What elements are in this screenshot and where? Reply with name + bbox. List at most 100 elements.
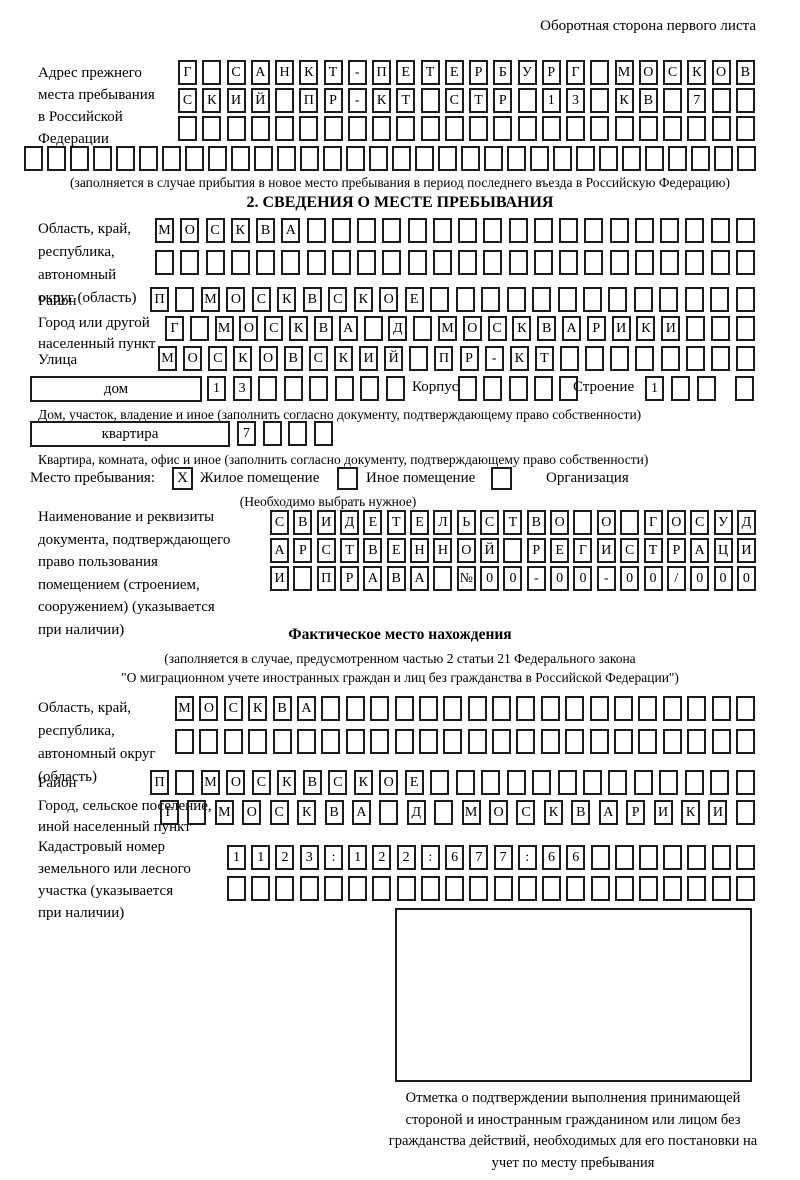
char-box[interactable]: В bbox=[302, 770, 322, 795]
char-box[interactable]: А bbox=[270, 538, 289, 563]
char-box[interactable] bbox=[638, 116, 658, 141]
char-box[interactable] bbox=[590, 60, 610, 85]
char-box[interactable] bbox=[372, 876, 392, 901]
char-box[interactable]: Б bbox=[493, 60, 513, 85]
char-box[interactable]: И bbox=[661, 316, 681, 341]
char-box[interactable]: В bbox=[283, 346, 303, 371]
char-box[interactable]: О bbox=[456, 538, 476, 563]
char-box[interactable] bbox=[608, 287, 628, 312]
char-box[interactable]: Т bbox=[469, 88, 488, 113]
char-box[interactable] bbox=[347, 116, 367, 141]
char-box[interactable] bbox=[687, 696, 707, 721]
char-box[interactable] bbox=[346, 146, 365, 171]
char-box[interactable] bbox=[660, 250, 679, 275]
char-box[interactable] bbox=[396, 876, 416, 901]
char-box[interactable] bbox=[415, 146, 434, 171]
char-box[interactable]: А bbox=[363, 566, 383, 591]
char-box[interactable] bbox=[710, 346, 730, 371]
char-box[interactable]: В bbox=[537, 316, 557, 341]
char-box[interactable]: / bbox=[666, 566, 686, 591]
char-box[interactable] bbox=[407, 250, 427, 275]
char-box[interactable]: П bbox=[372, 60, 391, 85]
char-box[interactable] bbox=[685, 250, 705, 275]
char-box[interactable] bbox=[430, 287, 450, 312]
char-box[interactable] bbox=[175, 729, 194, 754]
char-box[interactable] bbox=[306, 218, 326, 243]
char-box[interactable]: О bbox=[379, 287, 399, 312]
char-box[interactable]: Н bbox=[410, 538, 430, 563]
char-box[interactable] bbox=[178, 116, 197, 141]
char-box[interactable] bbox=[507, 146, 526, 171]
char-box[interactable] bbox=[309, 376, 329, 401]
char-box[interactable]: В bbox=[526, 510, 546, 535]
char-box[interactable]: К bbox=[372, 88, 391, 113]
char-box[interactable] bbox=[413, 316, 433, 341]
char-box[interactable]: К bbox=[681, 800, 701, 825]
char-box[interactable]: 0 bbox=[573, 566, 593, 591]
char-box[interactable]: 7 bbox=[493, 845, 513, 870]
char-box[interactable]: Д bbox=[736, 510, 756, 535]
char-box[interactable] bbox=[684, 287, 704, 312]
char-box[interactable]: П bbox=[299, 88, 319, 113]
char-box[interactable] bbox=[250, 116, 270, 141]
char-box[interactable]: К bbox=[333, 346, 353, 371]
char-box[interactable]: В bbox=[638, 88, 658, 113]
char-box[interactable] bbox=[540, 696, 560, 721]
char-box[interactable] bbox=[227, 876, 246, 901]
char-box[interactable]: С bbox=[690, 510, 710, 535]
char-box[interactable] bbox=[492, 696, 512, 721]
char-box[interactable]: Т bbox=[340, 538, 360, 563]
char-box[interactable] bbox=[321, 696, 341, 721]
char-box[interactable]: - bbox=[347, 60, 367, 85]
char-box[interactable]: 3 bbox=[299, 845, 319, 870]
char-box[interactable] bbox=[420, 88, 440, 113]
char-box[interactable]: М bbox=[175, 696, 194, 721]
char-box[interactable] bbox=[116, 146, 135, 171]
char-box[interactable] bbox=[614, 876, 634, 901]
char-box[interactable] bbox=[394, 729, 414, 754]
stay-checkbox-organization[interactable] bbox=[491, 467, 512, 490]
char-box[interactable] bbox=[560, 346, 579, 371]
char-box[interactable]: Е bbox=[386, 538, 406, 563]
char-box[interactable]: В bbox=[571, 800, 591, 825]
char-box[interactable] bbox=[710, 287, 730, 312]
char-box[interactable] bbox=[199, 729, 219, 754]
char-box[interactable] bbox=[687, 729, 707, 754]
char-box[interactable] bbox=[493, 876, 513, 901]
char-box[interactable] bbox=[430, 770, 450, 795]
char-box[interactable]: О bbox=[489, 800, 509, 825]
char-box[interactable] bbox=[735, 218, 755, 243]
char-box[interactable] bbox=[559, 376, 578, 401]
char-box[interactable]: М bbox=[614, 60, 634, 85]
char-box[interactable] bbox=[614, 729, 634, 754]
char-box[interactable]: Ц bbox=[713, 538, 733, 563]
char-box[interactable] bbox=[348, 876, 368, 901]
char-box[interactable]: А bbox=[338, 316, 358, 341]
char-box[interactable] bbox=[638, 845, 658, 870]
char-box[interactable] bbox=[254, 146, 273, 171]
char-box[interactable] bbox=[557, 287, 577, 312]
char-box[interactable]: И bbox=[226, 88, 246, 113]
char-box[interactable]: С bbox=[178, 88, 197, 113]
char-box[interactable]: 6 bbox=[542, 845, 562, 870]
char-box[interactable]: В bbox=[272, 696, 292, 721]
char-box[interactable] bbox=[396, 116, 416, 141]
char-box[interactable] bbox=[663, 845, 683, 870]
char-box[interactable] bbox=[710, 770, 730, 795]
char-box[interactable] bbox=[622, 146, 641, 171]
char-box[interactable] bbox=[590, 116, 610, 141]
char-box[interactable] bbox=[93, 146, 112, 171]
char-box[interactable]: М bbox=[200, 287, 220, 312]
char-box[interactable]: О bbox=[666, 510, 686, 535]
char-box[interactable] bbox=[223, 729, 243, 754]
char-box[interactable]: 7 bbox=[469, 845, 489, 870]
char-box[interactable] bbox=[432, 250, 452, 275]
char-box[interactable] bbox=[467, 696, 487, 721]
char-box[interactable]: С bbox=[620, 538, 640, 563]
char-box[interactable]: А bbox=[562, 316, 581, 341]
char-box[interactable]: О bbox=[242, 800, 262, 825]
char-box[interactable] bbox=[492, 729, 512, 754]
char-box[interactable]: М bbox=[214, 316, 234, 341]
char-box[interactable]: 6 bbox=[445, 845, 465, 870]
char-box[interactable] bbox=[323, 146, 342, 171]
